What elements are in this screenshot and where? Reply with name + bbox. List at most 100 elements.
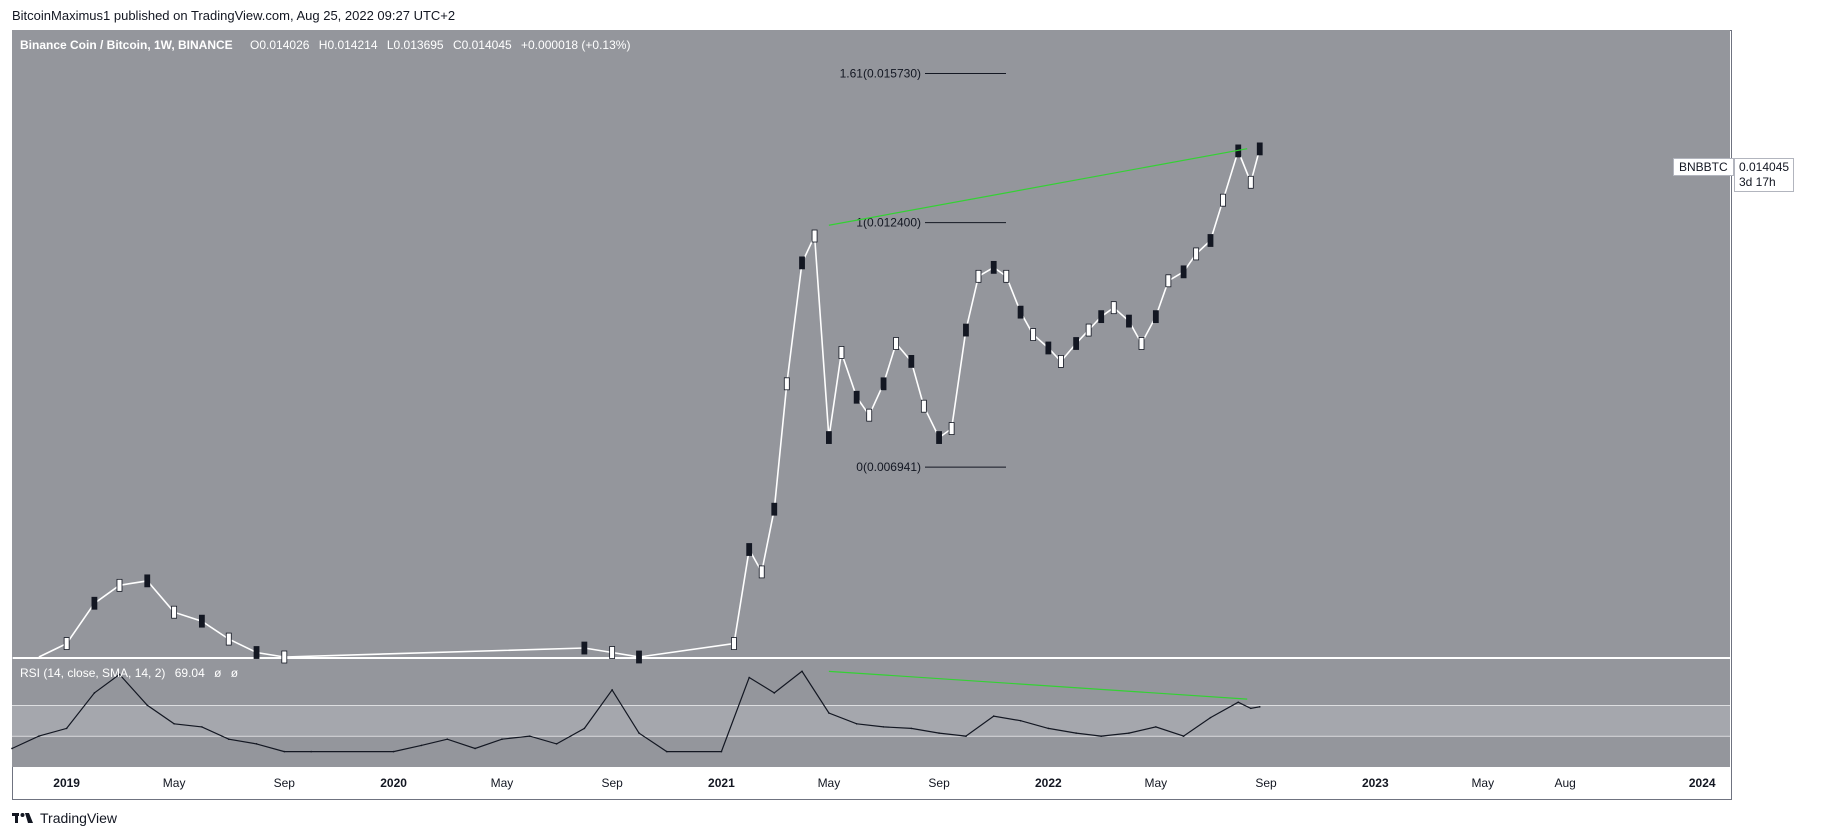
rsi-y-tick-2: 60.00	[1742, 714, 1772, 728]
price-point-28	[936, 431, 942, 444]
price-point-49	[1220, 193, 1226, 207]
rsi-band	[12, 705, 1730, 737]
rsi-point-36	[1075, 732, 1077, 734]
ohlc-c: C0.014045	[452, 38, 512, 52]
price-point-18	[799, 256, 805, 270]
rsi-point-18	[555, 743, 558, 745]
rsi-point-14	[446, 738, 449, 741]
price-point-36	[1045, 341, 1052, 355]
rsi-point-10	[283, 750, 286, 753]
x-tick-0: 2019	[53, 776, 80, 790]
price-point-30	[963, 323, 969, 337]
price-point-35	[1030, 328, 1037, 341]
x-tick-10: May	[1145, 776, 1168, 790]
price-panel[interactable]	[12, 30, 1730, 657]
price-y-tick-3: 0.013000	[1742, 189, 1792, 203]
x-tick-4: May	[491, 776, 514, 790]
publisher-caption: BitcoinMaximus1 published on TradingView…	[12, 8, 456, 23]
price-y-tick-7: 0.009000	[1742, 368, 1792, 382]
price-point-39	[1085, 323, 1092, 337]
rsi-point-4	[118, 673, 121, 676]
rsi-point-43	[1249, 707, 1252, 710]
x-tick-12: 2023	[1362, 776, 1389, 790]
rsi-point-40	[1182, 735, 1185, 737]
price-trendline-0	[828, 148, 1248, 226]
x-tick-6: 2021	[708, 776, 735, 790]
rsi-legend-title: RSI (14, close, SMA, 14, 2)	[20, 666, 166, 680]
rsi-point-24	[748, 676, 750, 679]
rsi-point-39	[1155, 726, 1157, 728]
x-tick-14: Aug	[1555, 776, 1576, 790]
rsi-point-35	[1047, 727, 1050, 730]
rsi-extra-1: ø	[214, 666, 222, 680]
price-point-7	[225, 632, 232, 646]
rsi-point-44	[1258, 706, 1261, 708]
bar-countdown: 3d 17h	[1739, 175, 1776, 189]
ohlc-l: L0.013695	[386, 38, 444, 52]
price-y-tick-4: 0.012000	[1742, 233, 1792, 247]
price-point-20	[826, 431, 832, 444]
last-price: 0.014045	[1739, 160, 1790, 174]
rsi-point-23	[720, 750, 723, 753]
price-point-1	[63, 637, 70, 650]
ohlc-h: H0.014214	[318, 38, 378, 52]
x-tick-15: 2024	[1689, 776, 1716, 790]
rsi-point-12	[392, 750, 395, 753]
rsi-point-0	[11, 747, 13, 750]
rsi-point-28	[855, 723, 858, 725]
price-point-5	[171, 605, 178, 619]
price-y-tick-8: 0.008000	[1742, 413, 1792, 427]
price-point-9	[281, 650, 288, 664]
price-point-6	[198, 614, 205, 628]
price-y-tick-0: 0.016000	[1742, 54, 1792, 68]
rsi-point-29	[882, 726, 885, 728]
price-point-22	[853, 390, 860, 404]
price-point-47	[1193, 247, 1200, 261]
rsi-extra-2: ø	[230, 666, 239, 680]
price-y-tick-6: 0.010000	[1742, 323, 1792, 337]
price-y-tick-13: 0.003000	[1742, 637, 1792, 651]
price-point-45	[1165, 274, 1172, 288]
price-point-3	[116, 578, 123, 592]
rsi-point-7	[201, 726, 203, 728]
price-point-11	[609, 646, 616, 659]
x-tick-7: May	[818, 776, 841, 790]
x-tick-8: Sep	[928, 776, 950, 790]
rsi-point-25	[773, 692, 776, 694]
price-change: +0.000018 (+0.13%)	[521, 38, 631, 52]
ohlc-o: O0.014026	[250, 38, 310, 52]
price-series-line	[38, 148, 1261, 658]
rsi-point-42	[1237, 701, 1240, 703]
rsi-point-34	[1019, 719, 1022, 722]
x-tick-1: May	[163, 776, 186, 790]
footer: TradingView	[12, 810, 117, 826]
footer-brand: TradingView	[40, 810, 118, 826]
rsi-point-8	[227, 738, 230, 741]
price-point-44	[1152, 310, 1159, 324]
price-point-40	[1098, 310, 1105, 324]
last-price-box: 0.014045 3d 17h	[1734, 158, 1795, 192]
price-y-tick-11: 0.005000	[1742, 547, 1792, 561]
rsi-point-26	[801, 670, 803, 673]
rsi-point-17	[528, 735, 531, 737]
price-point-12	[636, 650, 642, 664]
price-point-43	[1138, 337, 1145, 350]
price-point-51	[1247, 175, 1254, 189]
price-point-23	[866, 408, 873, 422]
rsi-point-1	[38, 735, 40, 737]
price-y-tick-9: 0.007000	[1742, 457, 1792, 471]
price-point-27	[920, 399, 927, 413]
rsi-point-9	[255, 743, 258, 745]
rsi-point-32	[965, 735, 967, 737]
x-tick-11: Sep	[1255, 776, 1277, 790]
rsi-y-tick-1: 80.00	[1742, 683, 1772, 697]
rsi-point-31	[938, 732, 940, 734]
rsi-point-3	[93, 692, 96, 694]
tradingview-logo-icon	[12, 813, 33, 823]
price-point-52	[1256, 142, 1263, 156]
price-y-tick-1: 0.015000	[1742, 99, 1792, 113]
price-point-15	[758, 565, 765, 579]
rsi-point-20	[611, 689, 613, 691]
price-point-10	[581, 641, 588, 655]
price-point-38	[1073, 337, 1080, 350]
